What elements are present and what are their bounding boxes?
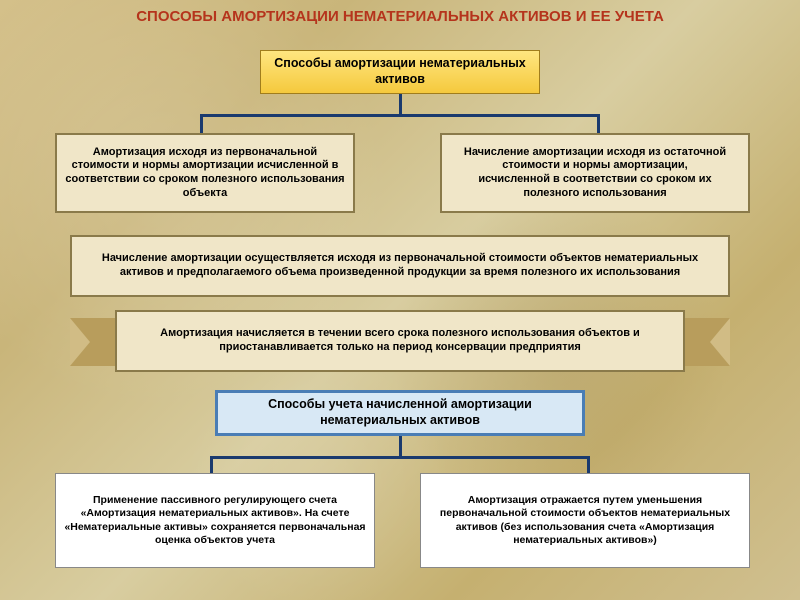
ribbon-tail-left [70,318,90,366]
connector [399,94,402,116]
ribbon-text-box: Амортизация начисляется в течении всего … [115,310,685,372]
page-title: СПОСОБЫ АМОРТИЗАЦИИ НЕМАТЕРИАЛЬНЫХ АКТИВ… [0,0,800,30]
connector [210,456,590,459]
bottom-left-box: Применение пассивного регулирующего счет… [55,473,375,568]
connector [597,114,600,134]
connector [399,436,402,458]
branch-left-box: Амортизация исходя из первоначальной сто… [55,133,355,213]
bottom-right-box: Амортизация отражается путем уменьшения … [420,473,750,568]
connector [200,114,203,134]
ribbon-tail-right [710,318,730,366]
branch-right-box: Начисление амортизации исходя из остаточ… [440,133,750,213]
connector [210,456,213,474]
accounting-methods-header: Способы учета начисленной амортизации не… [215,390,585,436]
methods-header-box: Способы амортизации нематериальных актив… [260,50,540,94]
connector [587,456,590,474]
connector [200,114,600,117]
fullwidth-box-1: Начисление амортизации осуществляется ис… [70,235,730,297]
